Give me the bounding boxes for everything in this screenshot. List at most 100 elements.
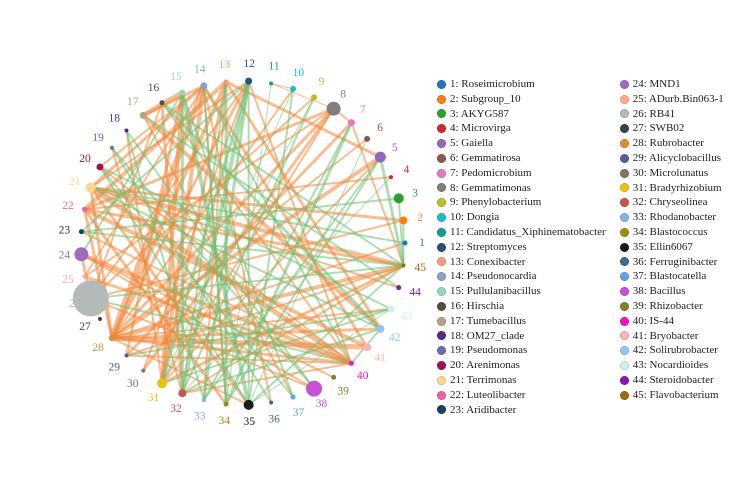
legend-label: 21: Terrimonas — [450, 373, 517, 386]
legend-color-dot — [437, 227, 446, 237]
legend-label: 25: ADurb.Bin063-1 — [632, 92, 724, 105]
legend-label: 26: RB41 — [632, 107, 676, 120]
legend-label: 1: Roseimicrobium — [450, 78, 535, 90]
node-label-28: 28 — [92, 342, 104, 354]
legend-item-6: 6: Gemmatirosa — [437, 151, 606, 166]
network-edge — [225, 156, 382, 405]
legend-color-dot — [437, 139, 446, 149]
legend-item-1: 1: Roseimicrobium — [437, 77, 606, 92]
legend-item-26: 26: RB41 — [619, 107, 724, 122]
node-label-45: 45 — [415, 262, 427, 274]
network-node-26 — [72, 280, 109, 317]
network-node-6 — [364, 135, 371, 142]
network-edge — [202, 85, 353, 364]
network-edge — [161, 264, 405, 385]
legend-label: 28: Rubrobacter — [632, 137, 704, 150]
legend-label: 44: Steroidobacter — [632, 373, 714, 386]
network-edge — [248, 138, 368, 406]
network-node-43 — [387, 305, 395, 313]
legend-label: 12: Streptomyces — [450, 240, 527, 253]
network-node-34 — [223, 401, 229, 407]
legend-item-42: 42: Solirubrobacter — [619, 343, 724, 358]
network-node-38 — [306, 380, 323, 397]
network-edge — [80, 80, 250, 233]
legend-color-dot — [619, 361, 629, 371]
network-node-28 — [108, 335, 115, 342]
legend-label: 27: SWB02 — [632, 122, 685, 135]
legend-color-dot — [619, 272, 629, 282]
node-label-36: 36 — [268, 413, 280, 425]
legend-label: 41: Bryobacter — [632, 329, 699, 342]
legend-color-dot — [619, 109, 629, 119]
legend-color-dot — [437, 361, 446, 371]
network-node-18 — [124, 128, 129, 133]
node-label-6: 6 — [377, 122, 383, 134]
network-node-41 — [363, 343, 372, 352]
node-label-7: 7 — [360, 104, 366, 116]
node-label-35: 35 — [243, 416, 255, 428]
node-label-29: 29 — [108, 361, 120, 373]
network-node-24 — [74, 247, 89, 262]
legend-label: 4: Microvirga — [450, 122, 511, 135]
legend-color-dot — [437, 168, 446, 178]
network-node-1 — [402, 240, 408, 246]
node-layer — [72, 77, 408, 410]
node-label-43: 43 — [401, 310, 413, 322]
legend-label: 33: Rhodanobacter — [632, 211, 717, 224]
network-edge — [90, 186, 404, 222]
network-node-2 — [399, 216, 408, 225]
network-edge — [378, 156, 405, 266]
legend-color-dot — [437, 257, 446, 267]
network-node-15 — [179, 89, 186, 96]
legend-color-dot — [619, 316, 629, 326]
legend-item-25: 25: ADurb.Bin063-1 — [619, 92, 724, 107]
network-node-36 — [269, 400, 274, 405]
network-edge — [181, 81, 228, 394]
legend-label: 36: Ferruginibacter — [632, 255, 718, 268]
network-edge — [202, 122, 353, 401]
legend-color-dot — [437, 242, 446, 252]
legend-color-dot — [437, 183, 446, 193]
legend-label: 24: MND1 — [632, 78, 681, 90]
network-edge — [80, 92, 184, 255]
node-label-3: 3 — [412, 188, 418, 200]
network-edge — [81, 197, 399, 233]
legend-color-dot — [437, 390, 446, 400]
legend-color-dot — [437, 272, 446, 282]
network-node-30 — [141, 368, 146, 373]
legend: 1: Roseimicrobium 2: Subgroup_10 3: AKYG58… — [437, 77, 724, 417]
legend-item-8: 8: Gemmatimonas — [437, 181, 606, 196]
network-edge — [161, 97, 315, 384]
node-label-layer: 1234567891011121314151617181920212223242… — [59, 58, 427, 428]
legend-label: 9: Phenylobacterium — [450, 196, 542, 209]
legend-color-dot — [619, 183, 629, 193]
legend-color-dot — [619, 331, 629, 341]
legend-label: 20: Arenimonas — [450, 359, 520, 372]
legend-label: 2: Subgroup_10 — [450, 92, 521, 105]
legend-label: 43: Nocardioides — [632, 359, 709, 372]
legend-label: 5: Gaiella — [450, 137, 494, 150]
node-label-26: 26 — [69, 298, 81, 310]
node-label-23: 23 — [59, 225, 71, 237]
legend-label: 15: Pullulanibacillus — [450, 285, 541, 298]
legend-item-39: 39: Rhizobacter — [619, 299, 724, 314]
legend-color-dot — [619, 227, 629, 237]
network-edge — [142, 84, 205, 117]
legend-label: 37: Blastocatella — [632, 270, 707, 283]
node-label-20: 20 — [79, 153, 91, 165]
legend-item-34: 34: Blastococcus — [619, 225, 724, 240]
legend-label: 31: Bradyrhizobium — [632, 181, 722, 194]
legend-column-1: 1: Roseimicrobium 2: Subgroup_10 3: AKYG58… — [437, 77, 606, 417]
network-edge — [180, 80, 251, 394]
network-edge — [202, 85, 228, 405]
legend-color-dot — [619, 242, 629, 252]
legend-item-32: 32: Chryseolinea — [619, 195, 724, 210]
node-label-44: 44 — [409, 286, 421, 298]
network-edge — [161, 307, 392, 385]
node-label-37: 37 — [293, 407, 305, 419]
legend-color-dot — [619, 168, 629, 178]
legend-color-dot — [437, 124, 446, 134]
node-label-22: 22 — [62, 200, 74, 212]
legend-item-12: 12: Streptomyces — [437, 240, 606, 255]
